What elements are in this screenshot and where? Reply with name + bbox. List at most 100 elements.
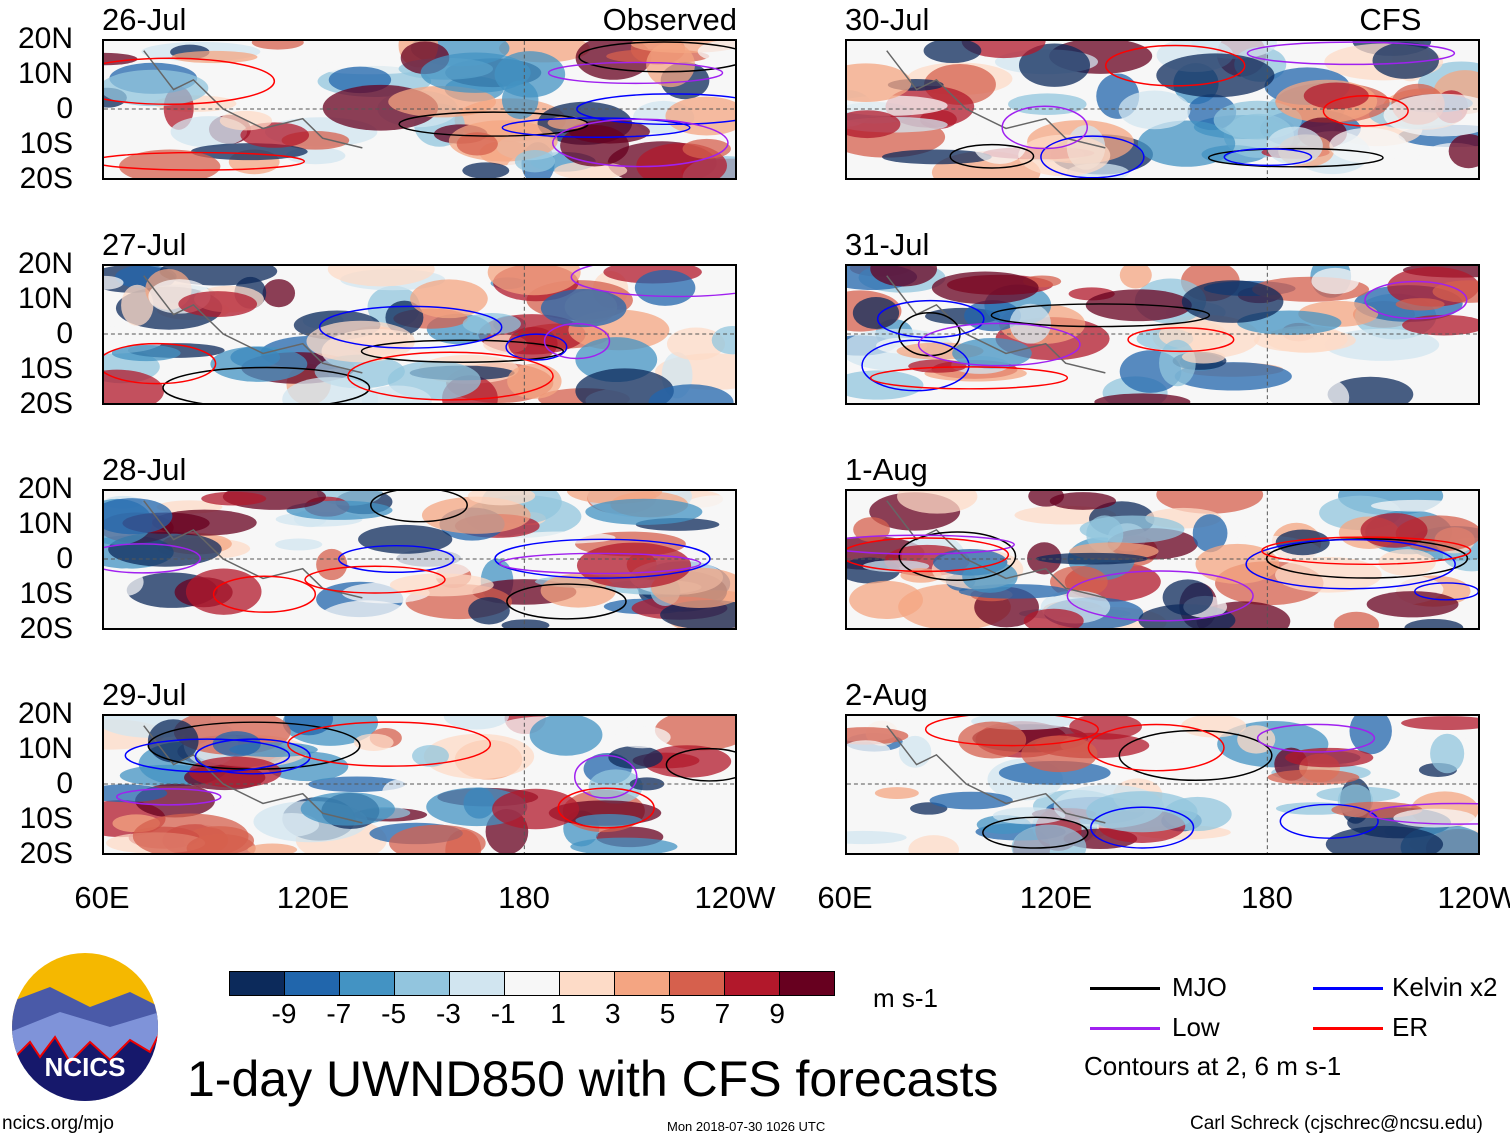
contour-line <box>194 738 311 775</box>
wind-anomaly-blob <box>1402 314 1478 336</box>
wind-anomaly-blob <box>1086 791 1198 833</box>
lat-tick-label: 10S <box>19 127 73 160</box>
map-panel <box>102 39 737 180</box>
wind-anomaly-blob <box>178 291 258 317</box>
contour-line <box>917 322 1081 367</box>
legend-label: Low <box>1172 1012 1220 1042</box>
wind-anomaly-blob <box>468 597 510 625</box>
contour-line <box>982 816 1089 849</box>
coastline <box>143 725 363 824</box>
contour-line <box>924 716 1099 747</box>
contour-line <box>847 534 1015 555</box>
lat-tick-label: 10N <box>17 282 73 315</box>
wind-anomaly-blob <box>1018 134 1111 177</box>
wind-anomaly-blob <box>306 320 415 363</box>
wind-anomaly-blob <box>711 325 735 355</box>
wind-anomaly-blob <box>1404 618 1464 628</box>
wind-anomaly-blob <box>501 619 550 628</box>
wind-anomaly-blob <box>852 296 900 329</box>
coastline <box>886 50 1106 149</box>
contour-line <box>506 583 627 620</box>
lat-tick-label: 0 <box>56 317 73 350</box>
contour-line <box>898 531 1017 582</box>
footer-right: Carl Schreck (cjschrec@ncsu.edu) <box>1190 1113 1483 1134</box>
contour-note: Contours at 2, 6 m s-1 <box>1084 1051 1342 1081</box>
wind-anomaly-blob <box>1383 93 1478 137</box>
colorbar-label: 5 <box>659 998 676 1029</box>
lat-tick-label: 20S <box>19 387 73 420</box>
lon-tick-label: 120W <box>694 880 776 915</box>
colorbar-swatch <box>230 972 285 995</box>
legend-line <box>1090 1027 1160 1030</box>
contour-line <box>1369 802 1478 825</box>
contour-line <box>1090 806 1195 849</box>
wind-anomaly-blob <box>492 788 580 830</box>
wind-anomaly-blob <box>132 813 249 853</box>
panel-date: 2-Aug <box>845 677 928 712</box>
wind-anomaly-blob <box>576 542 692 589</box>
contour-line <box>847 537 1010 573</box>
contour-line <box>347 351 554 401</box>
wind-anomaly-blob <box>643 745 732 778</box>
colorbar-label: 7 <box>714 998 731 1029</box>
legend-label: MJO <box>1172 972 1227 1002</box>
wind-anomaly-blob <box>1023 608 1084 628</box>
wind-anomaly-blob <box>874 787 919 799</box>
wind-anomaly-blob <box>212 731 261 757</box>
wind-anomaly-blob <box>682 138 731 159</box>
wind-anomaly-blob <box>588 769 643 804</box>
colorbar-swatch <box>725 972 780 995</box>
contour-line <box>1127 327 1235 353</box>
wind-anomaly-blob <box>275 538 323 551</box>
panel-date: 30-Jul <box>845 2 930 37</box>
coastline <box>886 275 1106 374</box>
wind-anomaly-blob <box>353 733 394 751</box>
map-panel <box>845 489 1480 630</box>
wind-anomaly-blob <box>1181 350 1226 364</box>
wind-anomaly-blob <box>1448 134 1478 169</box>
wind-anomaly-blob <box>1119 266 1152 289</box>
contour-line <box>104 543 202 574</box>
wind-anomaly-blob <box>660 599 735 628</box>
contour-line <box>1364 280 1468 320</box>
contour-line <box>287 721 492 767</box>
contour-line <box>949 143 1035 169</box>
contour-line <box>861 339 970 392</box>
wind-anomaly-blob <box>507 363 562 399</box>
wind-field <box>104 491 735 628</box>
wind-anomaly-blob <box>1360 513 1428 548</box>
wind-anomaly-blob <box>251 41 304 50</box>
colorbar-label: -1 <box>490 998 516 1029</box>
panel-date: 26-Jul <box>102 2 187 37</box>
coastline <box>143 500 363 599</box>
colorbar-swatch <box>505 972 560 995</box>
wind-anomaly-blob <box>654 716 735 751</box>
panel-date: 29-Jul <box>102 677 187 712</box>
contour-line <box>494 538 711 579</box>
wind-anomaly-blob <box>1181 716 1247 738</box>
colorbar-swatch <box>450 972 505 995</box>
contour-line <box>499 552 702 575</box>
contour-line <box>547 61 724 85</box>
ncics-logo: NCICS <box>12 953 158 1101</box>
contour-line <box>124 738 291 773</box>
contour-line <box>104 342 217 385</box>
contour-line <box>1066 570 1254 622</box>
wind-anomaly-blob <box>1349 716 1392 755</box>
contour-line <box>1001 105 1089 150</box>
wind-anomaly-blob <box>1021 735 1098 773</box>
lat-tick-label: 20S <box>19 837 73 870</box>
map-panel <box>102 489 737 630</box>
wind-anomaly-blob <box>952 338 1032 369</box>
wind-anomaly-blob <box>262 279 296 308</box>
panel-label: Observed <box>602 2 737 37</box>
contour-line <box>1118 729 1273 781</box>
contour-line <box>1279 803 1379 839</box>
contour-line <box>212 575 317 613</box>
colorbar-swatch <box>560 972 615 995</box>
footer-center: Mon 2018-07-30 1026 UTC <box>667 1119 826 1134</box>
colorbar-label: -3 <box>435 998 461 1029</box>
wind-anomaly-blob <box>614 726 671 749</box>
wind-anomaly-blob <box>201 491 267 506</box>
wind-anomaly-blob <box>462 312 521 335</box>
